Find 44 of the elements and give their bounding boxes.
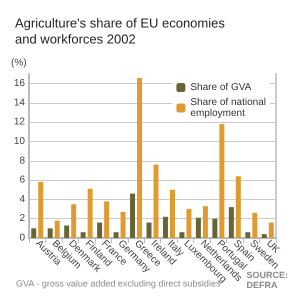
bar bbox=[137, 78, 142, 238]
bar bbox=[120, 212, 126, 238]
bar bbox=[162, 216, 168, 238]
bar bbox=[97, 222, 102, 238]
bar bbox=[31, 228, 36, 238]
bar bbox=[268, 222, 274, 238]
bar bbox=[146, 222, 152, 238]
bar bbox=[245, 232, 250, 238]
bar bbox=[104, 201, 110, 238]
y-tick-label: 10 bbox=[14, 136, 26, 148]
bar bbox=[114, 232, 119, 238]
y-tick-label: 2 bbox=[19, 213, 26, 224]
bar bbox=[38, 182, 44, 238]
bar bbox=[179, 232, 184, 238]
source-note: SOURCE: DEFRA bbox=[246, 270, 288, 290]
bar bbox=[219, 124, 224, 238]
y-tick-label: 4 bbox=[19, 194, 26, 205]
bar bbox=[196, 218, 201, 238]
y-tick-label: 14 bbox=[14, 97, 26, 108]
bar bbox=[236, 176, 241, 238]
y-tick-label: 16 bbox=[14, 78, 26, 90]
bar bbox=[71, 204, 76, 238]
y-tick-label: 0 bbox=[19, 232, 26, 244]
bar bbox=[186, 209, 192, 238]
bar bbox=[262, 234, 267, 238]
bar bbox=[64, 225, 70, 238]
bar bbox=[88, 188, 93, 238]
bar bbox=[202, 206, 208, 238]
bar bbox=[130, 194, 136, 238]
bar bbox=[228, 207, 234, 238]
y-tick-label: 8 bbox=[19, 155, 26, 166]
bar bbox=[80, 232, 86, 238]
legend-label: Share of GVA bbox=[190, 82, 252, 93]
bar bbox=[252, 212, 258, 238]
bar bbox=[170, 190, 175, 238]
y-tick-label: 12 bbox=[14, 116, 26, 128]
bar bbox=[154, 164, 158, 238]
bar bbox=[48, 228, 53, 238]
chart-title: Agriculture's share of EU economies and workforces 2002 bbox=[15, 16, 226, 46]
bar bbox=[54, 220, 60, 238]
legend-label: Share of national employment bbox=[190, 97, 266, 119]
y-tick-label: 6 bbox=[19, 174, 26, 186]
bar bbox=[212, 218, 218, 238]
y-axis-title: (%) bbox=[11, 58, 27, 68]
